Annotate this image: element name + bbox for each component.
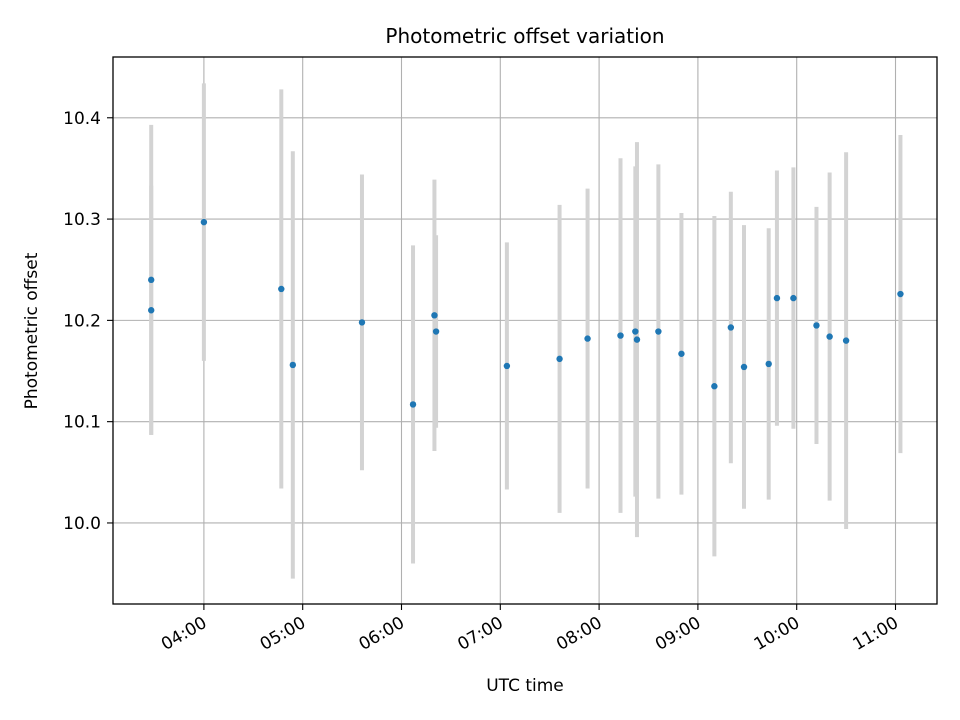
data-point	[556, 355, 563, 363]
data-point	[897, 290, 904, 298]
y-tick-label: 10.0	[63, 514, 101, 534]
data-point	[740, 363, 748, 371]
y-tick-label: 10.2	[63, 311, 101, 331]
x-tick-label: 04:00	[158, 613, 210, 655]
x-axis-label: UTC time	[486, 676, 564, 696]
data-point	[617, 332, 624, 339]
x-tick-label: 06:00	[356, 613, 408, 655]
data-point	[358, 319, 366, 326]
data-point	[200, 218, 208, 226]
data-point	[826, 333, 833, 340]
data-point	[432, 328, 440, 335]
data-point	[289, 361, 297, 369]
data-point	[431, 312, 438, 319]
data-point	[278, 285, 285, 293]
data-point	[790, 294, 797, 302]
data-point	[727, 324, 735, 331]
data-point	[711, 383, 718, 390]
data-point	[503, 362, 511, 370]
y-tick-label: 10.3	[63, 210, 101, 230]
x-tick-label: 08:00	[553, 613, 605, 655]
data-point	[633, 336, 641, 343]
x-tick-label: 05:00	[257, 613, 309, 655]
data-point	[765, 360, 772, 368]
data-point	[584, 335, 591, 342]
error-bars	[149, 83, 903, 579]
data-point	[773, 294, 781, 302]
chart-title: Photometric offset variation	[385, 24, 664, 48]
data-point	[148, 276, 155, 284]
data-point	[409, 401, 417, 408]
data-point	[813, 322, 820, 329]
y-axis-label: Photometric offset	[22, 252, 42, 409]
x-tick-label: 09:00	[652, 613, 704, 655]
x-tick-label: 07:00	[454, 613, 506, 655]
data-point	[655, 328, 662, 335]
data-point	[632, 328, 639, 335]
x-tick-label: 11:00	[850, 613, 902, 655]
plot-frame	[112, 56, 938, 605]
data-point	[678, 350, 685, 357]
x-tick-label: 10:00	[751, 613, 803, 655]
data-points	[148, 218, 904, 408]
data-point	[842, 337, 850, 344]
data-point	[148, 307, 155, 314]
grid-lines	[113, 57, 937, 604]
y-tick-label: 10.1	[63, 413, 101, 433]
y-tick-label: 10.4	[63, 109, 101, 129]
